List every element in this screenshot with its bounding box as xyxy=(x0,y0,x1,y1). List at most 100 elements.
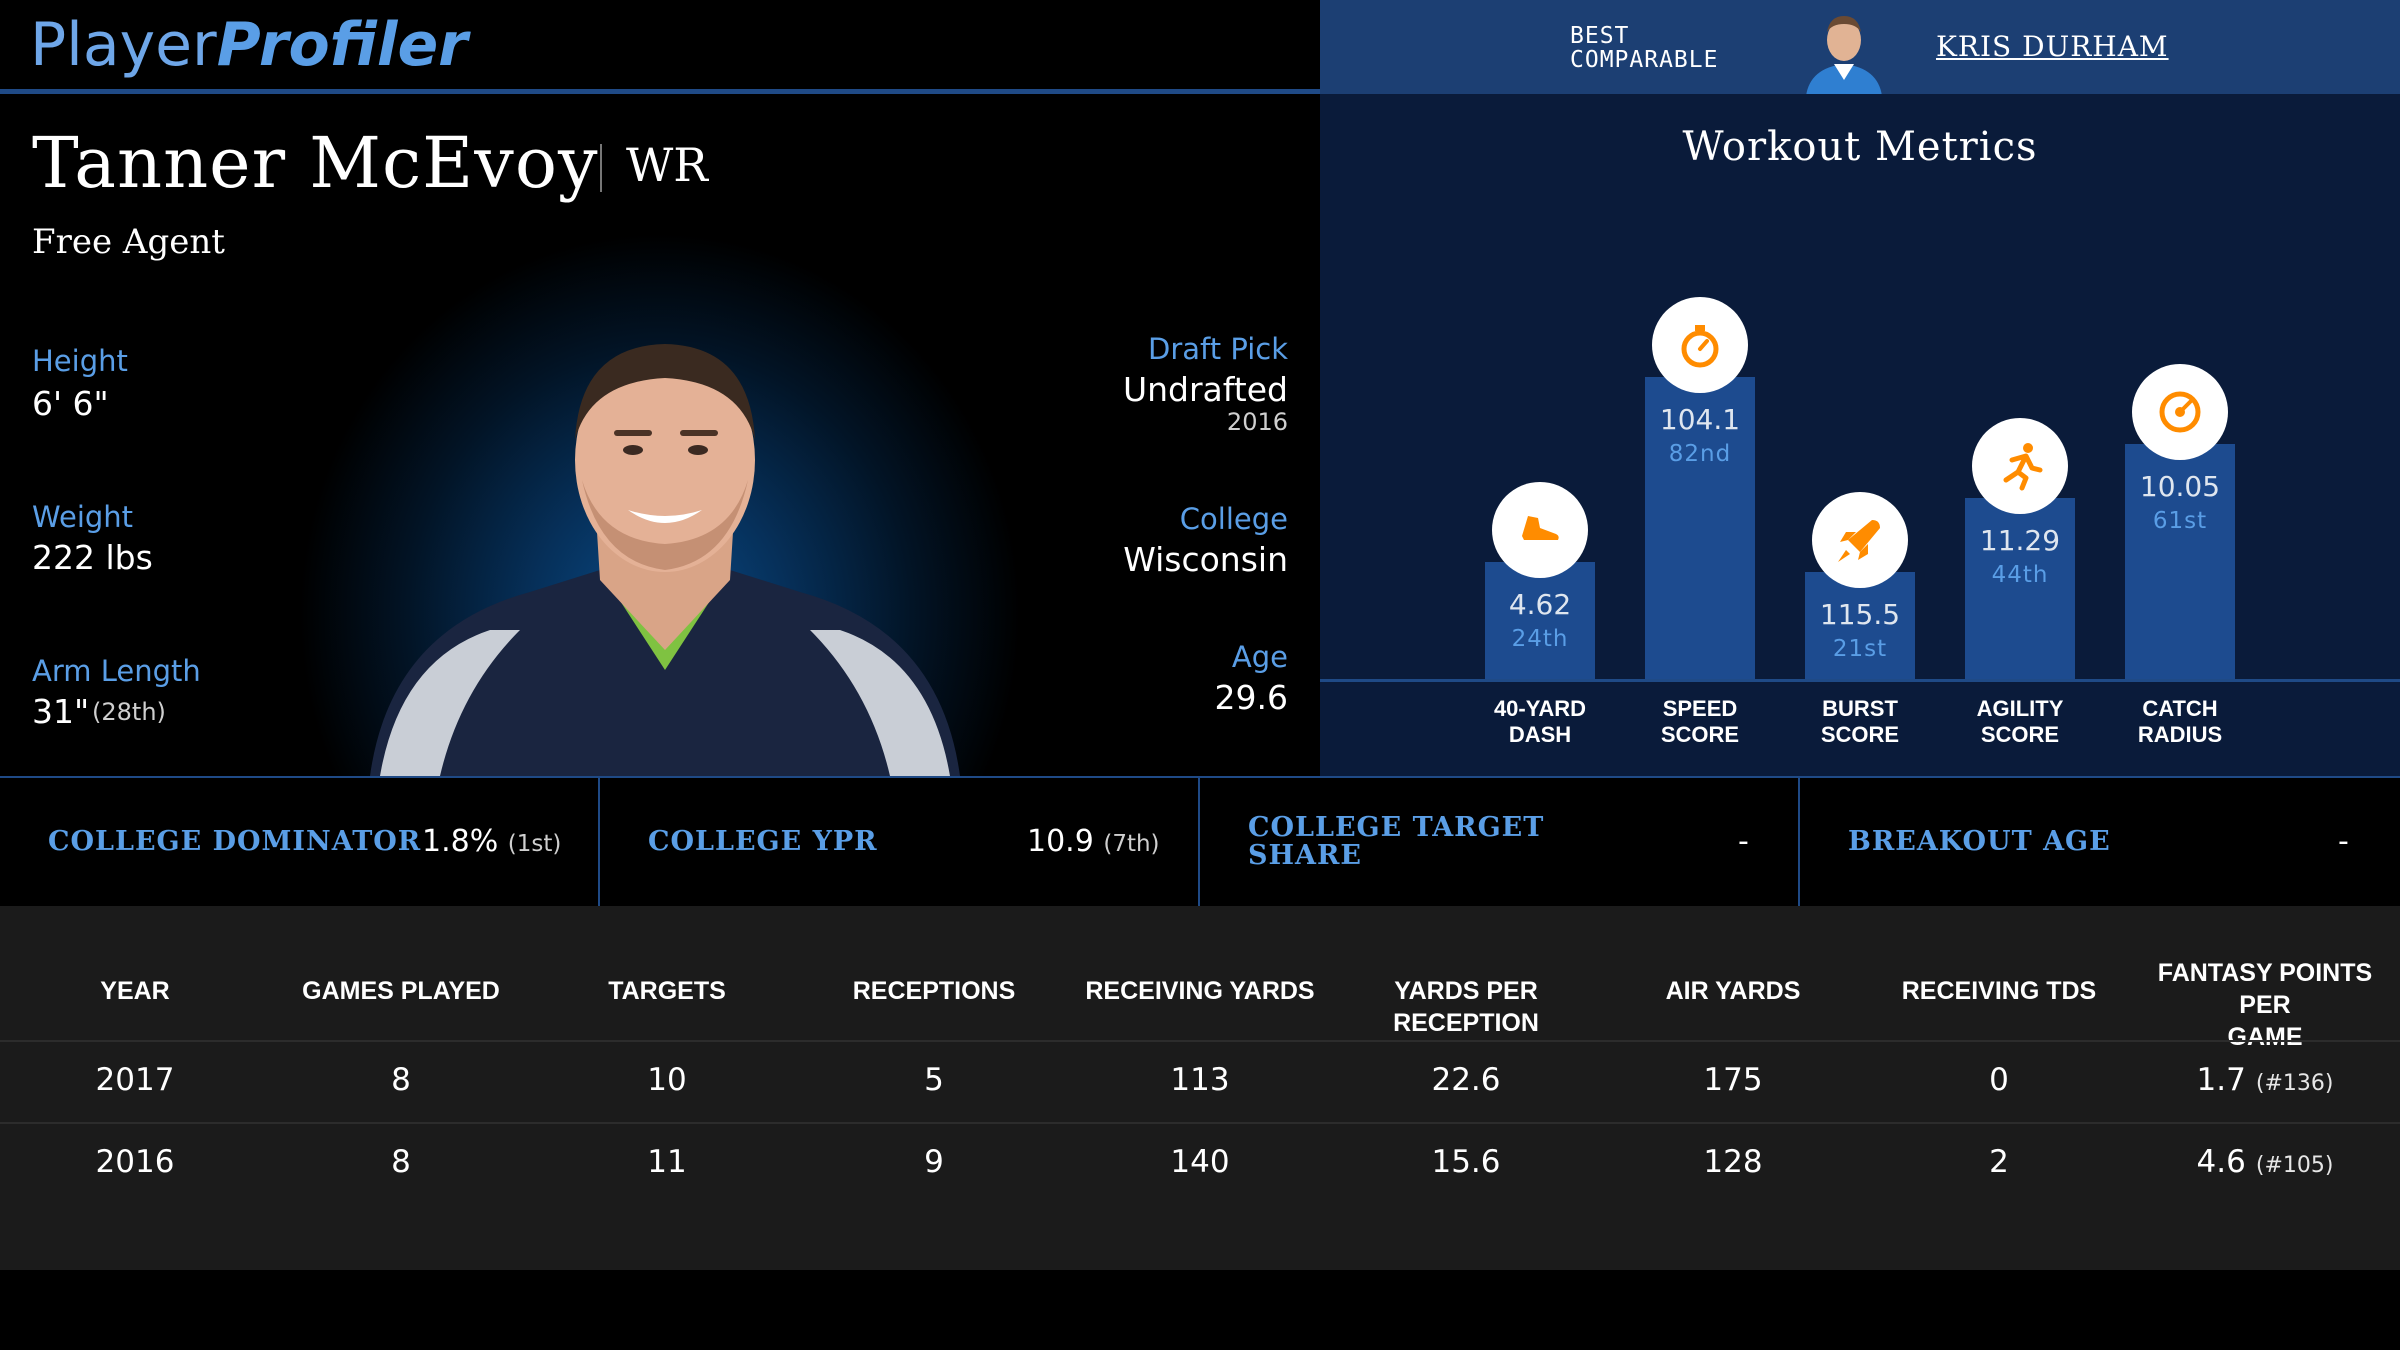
college-target-share-label: COLLEGE TARGET SHARE xyxy=(1248,814,1544,870)
workout-metrics-title: Workout Metrics xyxy=(1682,124,2038,170)
column-header[interactable]: RECEPTIONS xyxy=(852,977,1016,1005)
comparable-player-link[interactable]: KRIS DURHAM xyxy=(1936,30,2169,63)
runner-icon xyxy=(1972,418,2068,515)
strip-divider xyxy=(1198,778,1200,906)
metric-name: BURST SCORE xyxy=(1820,696,1900,747)
stopwatch-icon xyxy=(1652,296,1748,393)
arm-length-rank: (28th) xyxy=(92,698,166,726)
metric-bar xyxy=(1645,376,1755,679)
player-position: WR xyxy=(626,138,708,192)
metric-value: 4.62 xyxy=(1508,588,1572,622)
strip-divider xyxy=(1798,778,1800,906)
table-cell: 22.6 xyxy=(1431,1062,1501,1098)
metric-bar xyxy=(2125,443,2235,679)
metric-rank: 61st xyxy=(2152,507,2208,534)
college-ypr-label: COLLEGE YPR xyxy=(648,826,878,857)
college-dominator-number: 1.8% xyxy=(422,824,499,859)
arm-length-value: 31" xyxy=(32,692,90,731)
table-cell: 8 xyxy=(391,1144,411,1180)
draft-pick-label: Draft Pick xyxy=(1148,332,1288,366)
column-header[interactable]: FANTASY POINTS PER GAME xyxy=(2157,959,2373,1051)
metric-value: 104.1 xyxy=(1659,402,1741,436)
logo-part2: Profiler xyxy=(216,10,468,80)
column-header[interactable]: RECEIVING YARDS xyxy=(1085,977,1315,1005)
table-cell: 5 xyxy=(924,1062,944,1098)
college-dominator-label: COLLEGE DOMINATOR xyxy=(48,826,422,857)
table-cell: 128 xyxy=(1703,1144,1763,1180)
column-header[interactable]: YEAR xyxy=(100,977,170,1005)
table-cell: 0 xyxy=(1989,1062,2009,1098)
brand-logo[interactable]: PlayerProfiler xyxy=(30,10,468,80)
strip-divider xyxy=(598,778,600,906)
college-label: College xyxy=(1179,502,1288,536)
table-cell: 175 xyxy=(1703,1062,1763,1098)
college-dominator-rank: (1st) xyxy=(507,831,562,857)
comparable-label-line1: BEST xyxy=(1570,23,1630,49)
metric-value: 115.5 xyxy=(1819,597,1901,631)
college-ypr-number: 10.9 xyxy=(1027,824,1094,859)
metric-bar xyxy=(1485,562,1595,679)
table-cell: 2016 xyxy=(95,1144,175,1180)
age-label: Age xyxy=(1231,640,1288,674)
metric-rank: 21st xyxy=(1832,635,1888,662)
draft-pick-value: Undrafted xyxy=(1122,370,1288,409)
table-cell: 113 xyxy=(1170,1062,1230,1098)
column-header[interactable]: TARGETS xyxy=(608,977,726,1005)
metric-name: 40-YARD DASH xyxy=(1493,696,1587,747)
weight-label: Weight xyxy=(32,500,134,534)
shoe-icon xyxy=(1492,482,1588,579)
college-ypr-value: 10.9 (7th) xyxy=(1027,824,1160,859)
logo-part1: Player xyxy=(30,10,217,80)
table-cell: 2017 xyxy=(95,1062,175,1098)
metric-bar xyxy=(1805,571,1915,679)
metric-rank: 24th xyxy=(1511,626,1569,653)
metric-name: CATCH RADIUS xyxy=(2137,696,2223,747)
table-cell: 2 xyxy=(1989,1144,2009,1180)
height-value: 6' 6" xyxy=(32,384,109,423)
column-header[interactable]: YARDS PER RECEPTION xyxy=(1393,977,1539,1037)
college-ypr-rank: (7th) xyxy=(1103,831,1160,857)
metric-bar xyxy=(1965,498,2075,679)
column-header[interactable]: RECEIVING TDS xyxy=(1901,977,2097,1005)
name-position-divider xyxy=(600,144,602,192)
header-divider xyxy=(0,89,1320,94)
arm-length-label: Arm Length xyxy=(32,654,201,688)
rocket-icon xyxy=(1812,491,1908,588)
college-target-share-value: - xyxy=(1738,824,1749,859)
column-header[interactable]: AIR YARDS xyxy=(1665,977,1801,1005)
comparable-avatar[interactable] xyxy=(1800,6,1888,96)
table-cell-fantasy-points: 1.7 (#136) xyxy=(2196,1062,2334,1098)
metric-name: AGILITY SCORE xyxy=(1976,696,2064,747)
table-cell: 11 xyxy=(647,1144,687,1180)
metric-name: SPEED SCORE xyxy=(1660,696,1740,747)
height-label: Height xyxy=(32,344,128,378)
table-cell: 140 xyxy=(1170,1144,1230,1180)
weight-value: 222 lbs xyxy=(32,538,153,577)
breakout-age-label: BREAKOUT AGE xyxy=(1848,826,2111,857)
table-cell: 8 xyxy=(391,1062,411,1098)
target-share-label-line1: COLLEGE TARGET xyxy=(1248,812,1545,843)
college-value: Wisconsin xyxy=(1123,540,1288,579)
metric-value: 11.29 xyxy=(1979,524,2061,558)
best-comparable-label: BEST COMPARABLE xyxy=(1570,24,1718,72)
age-value: 29.6 xyxy=(1214,678,1288,717)
draft-year: 2016 xyxy=(1226,408,1288,436)
column-header[interactable]: GAMES PLAYED xyxy=(302,977,500,1005)
metric-rank: 44th xyxy=(1991,562,2049,589)
player-photo xyxy=(370,330,960,776)
target-icon xyxy=(2132,363,2228,460)
table-cell: 10 xyxy=(647,1062,687,1098)
table-cell-fantasy-points: 4.6 (#105) xyxy=(2196,1144,2334,1180)
row-divider xyxy=(0,1122,2400,1124)
table-cell: 9 xyxy=(924,1144,944,1180)
college-dominator-value: 1.8% (1st) xyxy=(422,824,561,859)
player-name: Tanner McEvoy xyxy=(32,122,599,204)
workout-chart-baseline xyxy=(1320,679,2400,682)
player-status: Free Agent xyxy=(32,222,225,262)
target-share-label-line2: SHARE xyxy=(1248,840,1362,871)
breakout-age-value: - xyxy=(2338,824,2349,859)
college-stats-strip xyxy=(0,776,2400,906)
row-divider xyxy=(0,1040,2400,1042)
table-cell: 15.6 xyxy=(1431,1144,1501,1180)
metric-rank: 82nd xyxy=(1668,440,1732,467)
